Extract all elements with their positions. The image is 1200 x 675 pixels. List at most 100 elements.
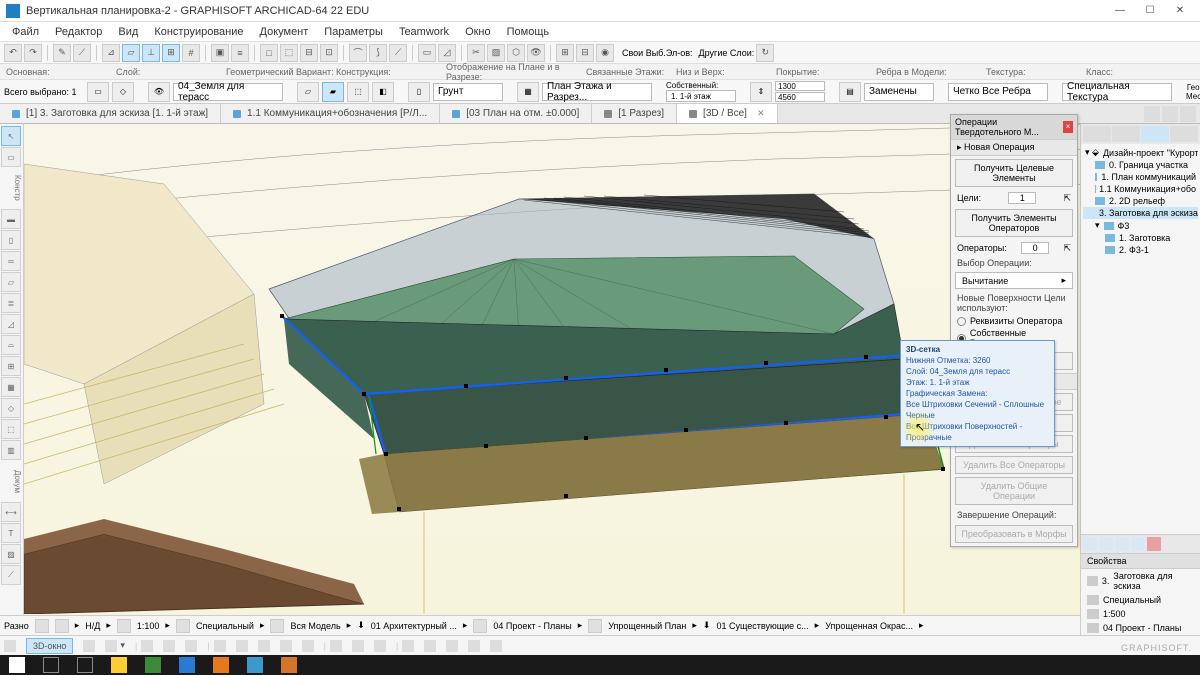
sb-6-icon[interactable] [214,640,226,652]
opt-mode2-icon[interactable]: ◇ [112,82,134,102]
tool-roof2-icon[interactable]: ◿ [1,314,21,334]
get-targets-button[interactable]: Получить Целевые Элементы [955,159,1073,187]
geo-1-icon[interactable]: ▱ [297,82,319,102]
cover-select[interactable]: Заменены [864,83,934,101]
layer-icon[interactable]: 👁 [148,82,170,102]
taskview-icon[interactable] [77,657,93,673]
floor-select[interactable]: 1. 1-й этаж [666,90,736,102]
tab-close-icon[interactable]: ✕ [757,108,765,119]
tool-snap-icon[interactable]: ⊞ [162,44,180,62]
menu-design[interactable]: Конструирование [146,26,251,38]
opt-mode1-icon[interactable]: ▭ [87,82,109,102]
proj-label[interactable]: 04 Проект - Планы [493,621,571,631]
nav-tab-4[interactable] [1170,126,1198,142]
tool-a-icon[interactable]: □ [260,44,278,62]
geo-2-icon[interactable]: ▰ [322,82,344,102]
sb-10-icon[interactable] [330,640,342,652]
tool-mesh-icon[interactable]: ⊞ [1,356,21,376]
layer-select[interactable]: 04_Земля для терасс [173,83,283,101]
op-select[interactable]: Вычитание [962,276,1008,286]
edges-select[interactable]: Четко Все Ребра [948,83,1048,101]
menu-document[interactable]: Документ [252,26,317,38]
model-label[interactable]: Вся Модель [290,621,340,631]
app4-icon[interactable] [247,657,263,673]
sb-2-icon[interactable] [105,640,117,652]
tool-stair-icon[interactable]: ≣ [1,293,21,313]
scale-label[interactable]: 1:100 [137,621,160,631]
nd-label[interactable]: Н/Д [85,621,100,631]
tool-redo-icon[interactable]: ↷ [24,44,42,62]
tool-beam-icon[interactable]: ═ [1,251,21,271]
targets-ref-icon[interactable]: ⇱ [1063,193,1071,204]
tab-right-icon-1[interactable] [1144,106,1160,122]
nav-act-3-icon[interactable] [1115,537,1129,551]
plan-icon[interactable]: ▦ [517,82,539,102]
solid-ops-panel[interactable]: Операции Твердотельного М...× ▸ Новая Оп… [950,114,1078,547]
nav-act-1-icon[interactable] [1083,537,1097,551]
tool-perp-icon[interactable]: ⊥ [142,44,160,62]
ops-sec-new[interactable]: ▸ Новая Операция [951,139,1077,156]
constr-icon[interactable]: ▯ [408,82,430,102]
app2-icon[interactable] [179,657,195,673]
maximize-button[interactable]: ☐ [1136,2,1164,20]
menu-window[interactable]: Окно [457,26,499,38]
tool-trace-icon[interactable]: ▣ [211,44,229,62]
simple-label[interactable]: Упрощенный План [608,621,686,631]
ops-ref-icon[interactable]: ⇱ [1063,243,1071,254]
doc-tab-4[interactable]: [1 Разрез] [592,104,677,123]
tool-curtain-icon[interactable]: ▥ [1,440,21,460]
minimize-button[interactable]: — [1106,2,1134,20]
view-tree[interactable]: ▾ ⬙Дизайн-проект "Курортн 0. Граница уча… [1081,144,1200,534]
tool-h-icon[interactable]: ↻ [756,44,774,62]
menu-view[interactable]: Вид [110,26,146,38]
tool-f-icon[interactable]: ⊟ [576,44,594,62]
sb-14-icon[interactable] [424,640,436,652]
sb-9-icon[interactable] [302,640,314,652]
tool-layer-icon[interactable]: ≡ [231,44,249,62]
qo-pen-icon[interactable] [176,619,190,633]
tab-right-icon-3[interactable] [1180,106,1196,122]
sb-3-icon[interactable] [141,640,153,652]
sb-13-icon[interactable] [402,640,414,652]
special-label[interactable]: Специальный [196,621,254,631]
tool-view-icon[interactable]: 👁 [527,44,545,62]
menu-edit[interactable]: Редактор [47,26,110,38]
tool-zone-icon[interactable]: ▦ [1,377,21,397]
sb-home-icon[interactable] [4,640,16,652]
qo-model-icon[interactable] [270,619,284,633]
taskbar[interactable] [0,655,1200,675]
tab-right-icon-2[interactable] [1162,106,1178,122]
start-icon[interactable] [9,657,25,673]
sb-sun-icon[interactable] [236,640,248,652]
sb-15-icon[interactable] [446,640,458,652]
nav-act-4-icon[interactable] [1131,537,1145,551]
sb-7-icon[interactable] [258,640,270,652]
paint-label[interactable]: Упрощенная Окрас... [825,621,913,631]
tool-g-icon[interactable]: ◉ [596,44,614,62]
constr-select[interactable]: Грунт [433,83,503,101]
tool-dim-icon[interactable]: ⟷ [1,502,21,522]
exist-label[interactable]: 01 Существующие с... [716,621,808,631]
tool-wall-icon[interactable]: ▭ [418,44,436,62]
plan-select[interactable]: План Этажа и Разрез... [542,83,652,101]
tool-object-icon[interactable]: ⬚ [1,419,21,439]
tool-arrow-icon[interactable]: ↖ [1,126,21,146]
app3-icon[interactable] [213,657,229,673]
tool-column-icon[interactable]: ▯ [1,230,21,250]
tool-wall2-icon[interactable]: ▬ [1,209,21,229]
tool-line-icon[interactable]: ⟋ [389,44,407,62]
tool-curve-icon[interactable]: ⌒ [349,44,367,62]
qo-1-icon[interactable] [35,619,49,633]
arch-label[interactable]: 01 Архитектурный ... [371,621,457,631]
tool-b-icon[interactable]: ⬚ [280,44,298,62]
dim-bot-input[interactable] [775,92,825,102]
tool-grid-icon[interactable]: # [182,44,200,62]
doc-tab-2[interactable]: 1.1 Коммуникация+обозначения [Р/Л... [221,104,440,123]
tool-fill-icon[interactable]: ▨ [487,44,505,62]
geo-3-icon[interactable]: ⬚ [347,82,369,102]
ops-close-icon[interactable]: × [1063,121,1073,133]
tool-line2-icon[interactable]: ⟋ [1,565,21,585]
qo-proj-icon[interactable] [473,619,487,633]
sb-1-icon[interactable] [83,640,95,652]
tool-roof-icon[interactable]: ◿ [438,44,456,62]
